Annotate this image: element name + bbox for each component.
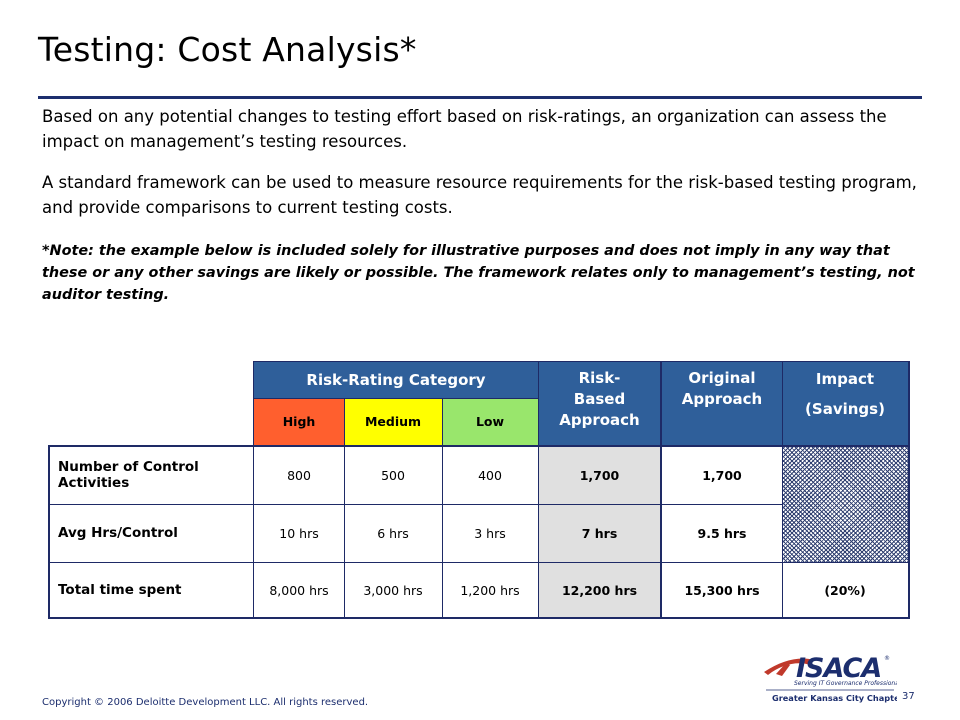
header-original-approach: Original Approach	[662, 362, 782, 445]
intro-paragraph: Based on any potential changes to testin…	[42, 107, 887, 151]
cell-high-row2: 10 hrs	[279, 525, 319, 541]
subheader-high: High	[254, 398, 344, 445]
header-risk-rating-category: Risk-Rating Category	[254, 362, 538, 398]
impact-hatched-area	[782, 446, 908, 562]
cell-low-row1: 400	[478, 467, 502, 483]
grid-line	[344, 398, 345, 619]
header-risk-based-approach: Risk- Based Approach	[538, 362, 661, 445]
grid-line	[48, 445, 50, 619]
cell-original-row3: 15,300 hrs	[684, 582, 760, 598]
header-impact-savings: Impact (Savings)	[782, 362, 908, 445]
cell-high-row1: 800	[287, 467, 311, 483]
cell-high-row3: 8,000 hrs	[269, 582, 329, 598]
isaca-logo: ISACA ® Serving IT Governance Profession…	[764, 653, 897, 703]
grid-line	[538, 361, 539, 619]
subheader-low: Low	[442, 398, 538, 445]
copyright-footer: Copyright © 2006 Deloitte Development LL…	[42, 697, 369, 708]
grid-line	[782, 361, 783, 619]
cell-medium-row3: 3,000 hrs	[363, 582, 423, 598]
grid-line	[48, 445, 909, 447]
cell-medium-row1: 500	[381, 467, 405, 483]
svg-text:®: ®	[884, 655, 890, 662]
logo-tagline: Serving IT Governance Professionals	[794, 680, 897, 687]
grid-line	[48, 562, 909, 563]
cell-low-row3: 1,200 hrs	[460, 582, 520, 598]
grid-line	[48, 617, 909, 619]
cell-risk-based-row2: 7 hrs	[538, 504, 661, 562]
page-number: 37	[902, 691, 915, 702]
logo-chapter: Greater Kansas City Chapter	[772, 693, 897, 703]
row-label-control-activities: Number of Control Activities	[58, 459, 199, 491]
slide-title: Testing: Cost Analysis*	[38, 30, 417, 69]
cell-medium-row2: 6 hrs	[377, 525, 409, 541]
grid-line	[908, 361, 910, 619]
row-label-avg-hrs: Avg Hrs/Control	[58, 525, 178, 541]
grid-line	[254, 398, 538, 399]
framework-paragraph: A standard framework can be used to meas…	[42, 173, 917, 217]
cell-low-row2: 3 hrs	[474, 525, 506, 541]
grid-line	[253, 361, 254, 619]
cell-risk-based-row1: 1,700	[538, 446, 661, 504]
grid-line	[254, 361, 909, 362]
grid-line	[660, 361, 662, 619]
row-label-total-time: Total time spent	[58, 582, 182, 598]
cell-risk-based-row3: 12,200 hrs	[538, 562, 661, 618]
cell-original-row2: 9.5 hrs	[697, 525, 747, 541]
title-underline	[38, 96, 922, 99]
note-paragraph: *Note: the example below is included sol…	[42, 243, 915, 303]
svg-text:ISACA: ISACA	[796, 653, 881, 684]
cell-impact-row3: (20%)	[824, 582, 866, 598]
grid-line	[48, 504, 782, 505]
subheader-medium: Medium	[344, 398, 442, 445]
cell-original-row1: 1,700	[702, 467, 742, 483]
grid-line	[442, 398, 443, 619]
